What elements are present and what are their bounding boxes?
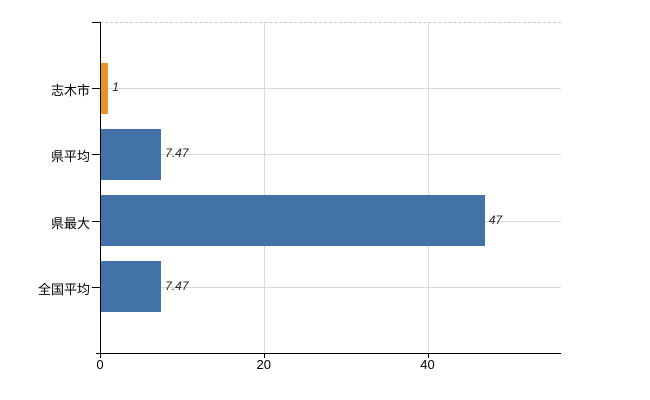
x-axis-tick [263, 353, 265, 358]
horizontal-gridline [100, 154, 561, 156]
plot-top-border [100, 22, 561, 23]
y-axis-tick [92, 154, 100, 156]
plot-area: 1 7.47 47 7.47 [100, 22, 561, 353]
category-label-志木市: 志木市 [50, 83, 90, 99]
category-label-県最大: 県最大 [50, 215, 90, 231]
bar-value-label: 1 [112, 80, 119, 95]
bar-県最大 [100, 195, 485, 247]
x-tick-label: 0 [96, 357, 104, 372]
bar-value-label: 47 [488, 212, 503, 227]
y-axis-tick [92, 220, 100, 222]
bar-志木市 [100, 62, 109, 114]
y-axis-tick [92, 88, 100, 90]
bar-全国平均 [100, 261, 162, 313]
vertical-gridline [427, 22, 429, 353]
y-axis-tick [92, 286, 100, 288]
x-tick-label: 40 [420, 357, 435, 372]
category-label-全国平均: 全国平均 [37, 281, 90, 297]
category-label-県平均: 県平均 [50, 149, 90, 165]
bar-value-label: 7.47 [165, 146, 189, 161]
y-axis-line [100, 22, 101, 358]
y-axis-top-tick [92, 22, 100, 23]
x-axis-tick [427, 353, 429, 358]
horizontal-gridline [100, 88, 561, 90]
x-axis-line [96, 353, 561, 354]
vertical-gridline [263, 22, 265, 353]
bar-県平均 [100, 128, 162, 180]
bar-value-label: 7.47 [165, 278, 189, 293]
x-tick-label: 20 [256, 357, 271, 372]
x-axis-tick [100, 353, 101, 358]
horizontal-gridline [100, 286, 561, 288]
